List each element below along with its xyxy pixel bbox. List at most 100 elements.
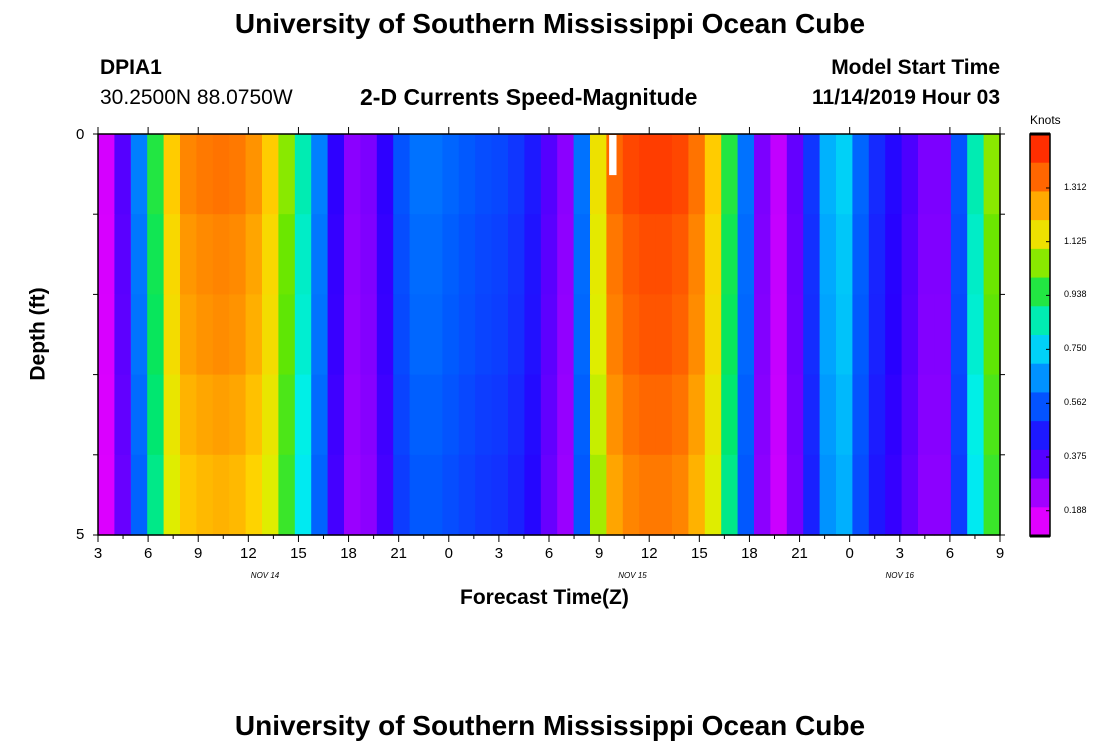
heatmap-cell (573, 294, 591, 376)
heatmap-cell (573, 214, 591, 295)
heatmap-cell (262, 294, 279, 376)
heatmap-cell (524, 294, 542, 376)
heatmap-cell (311, 134, 329, 215)
heatmap-cell (409, 134, 427, 215)
heatmap-cell (98, 214, 115, 295)
heatmap-cell (590, 454, 607, 536)
colorbar-tick-label: 1.312 (1064, 181, 1087, 192)
heatmap-cell (114, 454, 132, 536)
heatmap-cell (376, 214, 394, 295)
heatmap-cell (770, 454, 788, 536)
heatmap-cell (852, 214, 870, 295)
heatmap-cell (950, 294, 968, 376)
heatmap-cell (147, 294, 165, 376)
heatmap-cell (721, 134, 739, 215)
colorbar-segment (1030, 134, 1050, 164)
heatmap-cell (836, 374, 853, 456)
heatmap-cell (196, 214, 214, 295)
heatmap-cell (639, 134, 657, 215)
heatmap-cell (524, 214, 542, 295)
heatmap-cell (327, 454, 345, 536)
heatmap-cell (901, 134, 919, 215)
heatmap-cell (278, 134, 296, 215)
model-start-label: Model Start Time (831, 56, 1000, 79)
colorbar-unit: Knots (1030, 113, 1061, 127)
heatmap-cell (770, 374, 788, 456)
heatmap-cell (918, 374, 935, 456)
heatmap-cell (737, 374, 755, 456)
heatmap-cell (262, 454, 279, 536)
heatmap-cell (803, 374, 821, 456)
colorbar-segment (1030, 392, 1050, 422)
heatmap-cell (147, 134, 165, 215)
heatmap-cell (442, 134, 460, 215)
heatmap-cell (327, 214, 345, 295)
heatmap-cell (934, 374, 952, 456)
heatmap-cell (819, 374, 837, 456)
heatmap-cell (130, 374, 148, 456)
heatmap-cell (98, 454, 115, 536)
heatmap-cell (294, 214, 312, 295)
heatmap-cell (458, 294, 476, 376)
heatmap-cell (147, 454, 165, 536)
heatmap-cell (491, 214, 509, 295)
heatmap-cell (983, 214, 1001, 295)
heatmap-cell (245, 134, 263, 215)
heatmap-cell (770, 134, 788, 215)
heatmap-cell (754, 374, 771, 456)
heatmap-cell (376, 374, 394, 456)
x-tick-label: 9 (995, 545, 1005, 562)
heatmap-cell (311, 454, 329, 536)
heatmap-cell (918, 454, 935, 536)
colorbar-segment (1030, 277, 1050, 307)
x-tick-label: 15 (290, 545, 307, 562)
heatmap-cell (852, 374, 870, 456)
heatmap-cell (852, 294, 870, 376)
heatmap-cell (672, 454, 689, 536)
heatmap-cell (786, 454, 804, 536)
heatmap-cell (688, 374, 706, 456)
heatmap-cell (868, 294, 886, 376)
heatmap-cell (901, 374, 919, 456)
heatmap-cell (540, 374, 558, 456)
heatmap-cell (868, 134, 886, 215)
x-tick-label: 0 (845, 545, 854, 562)
heatmap-cell (426, 374, 443, 456)
page-title-bottom: University of Southern Mississippi Ocean… (234, 710, 866, 741)
heatmap-cell (885, 294, 903, 376)
heatmap-cell (622, 374, 640, 456)
heatmap-cell (426, 214, 443, 295)
heatmap-cell (983, 454, 1001, 536)
heatmap-cell (393, 214, 411, 295)
heatmap-cell (590, 374, 607, 456)
heatmap-cell (606, 374, 624, 456)
heatmap-cell (688, 294, 706, 376)
heatmap-cell (114, 374, 132, 456)
heatmap-cell (475, 374, 493, 456)
heatmap-cell (885, 214, 903, 295)
heatmap-cell (672, 214, 689, 295)
date-label: NOV 16 (885, 571, 914, 580)
heatmap-cell (622, 214, 640, 295)
heatmap-cell (130, 214, 148, 295)
heatmap-cell (130, 134, 148, 215)
heatmap-cell (245, 294, 263, 376)
heatmap-cell (426, 454, 443, 536)
heatmap-cell (163, 294, 181, 376)
heatmap-cell (508, 214, 525, 295)
colorbar-tick-label: 0.938 (1064, 289, 1087, 300)
heatmap-cell (491, 134, 509, 215)
heatmap-cell (967, 134, 985, 215)
heatmap-cell (458, 374, 476, 456)
heatmap-cell (901, 454, 919, 536)
station-id: DPIA1 (100, 56, 162, 79)
heatmap-cell (426, 134, 443, 215)
heatmap-cell (704, 214, 722, 295)
heatmap-cell (163, 374, 181, 456)
heatmap-cell (655, 214, 673, 295)
heatmap-cell (327, 374, 345, 456)
heatmap-cell (442, 214, 460, 295)
heatmap-cell (212, 214, 230, 295)
heatmap-cell (737, 294, 755, 376)
heatmap-cell (754, 214, 771, 295)
